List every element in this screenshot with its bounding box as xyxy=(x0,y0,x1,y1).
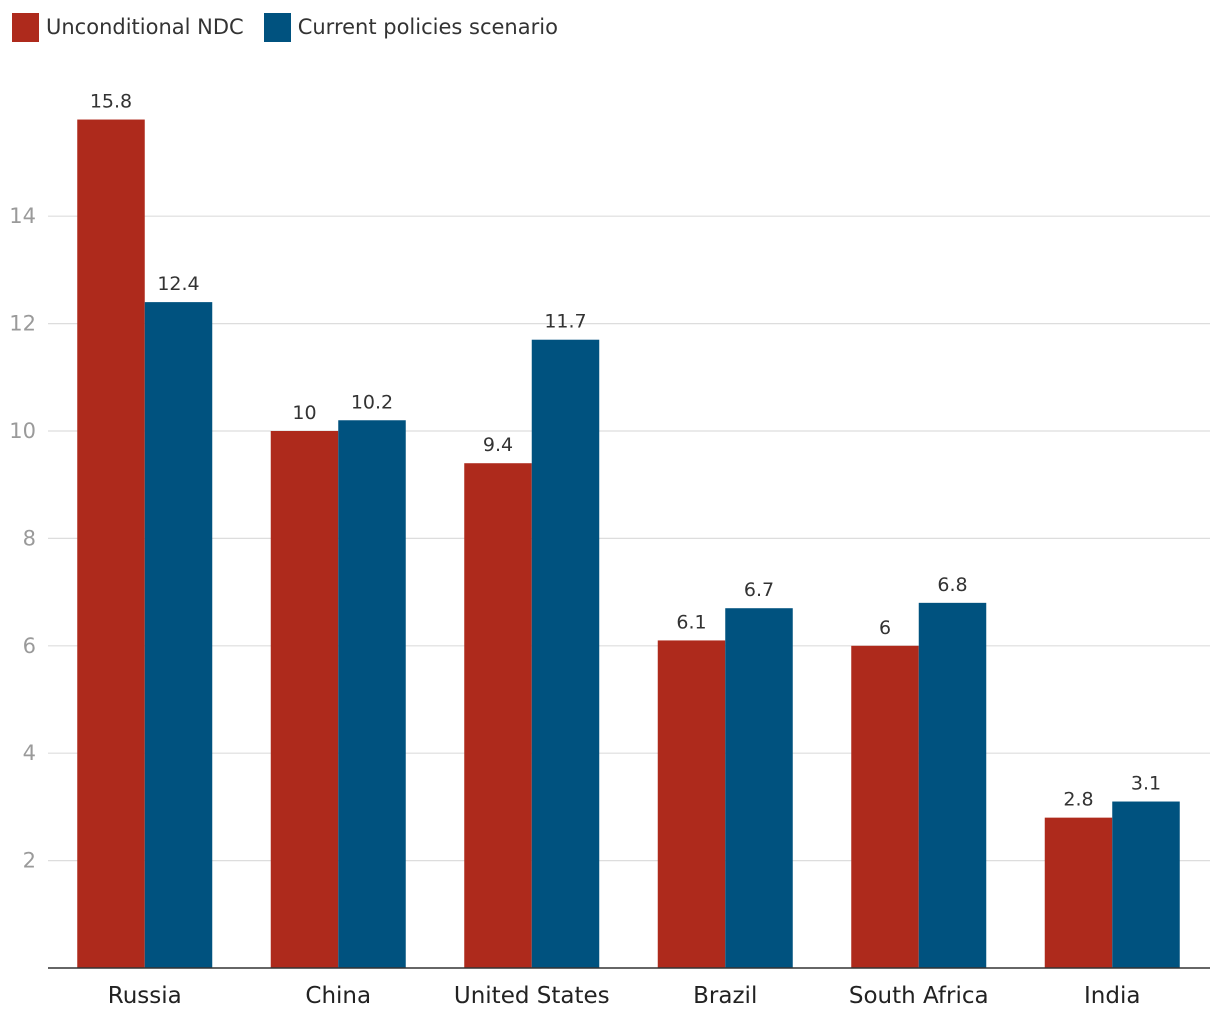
legend: Unconditional NDC Current policies scena… xyxy=(12,12,578,42)
legend-label-current-policies: Current policies scenario xyxy=(297,15,558,39)
gridlines xyxy=(48,215,1210,862)
bar-china-current-policies xyxy=(338,420,406,968)
bar-brazil-ndc xyxy=(657,640,726,968)
y-axis-ticks: 2 4 6 8 10 12 14 xyxy=(9,204,36,872)
y-tick-label-2: 2 xyxy=(23,849,36,873)
y-tick-label-12: 12 xyxy=(9,312,36,336)
bar-brazil-current-policies xyxy=(725,608,793,968)
data-label-south-africa-ndc: 6 xyxy=(879,617,891,639)
x-tick-label-russia: Russia xyxy=(108,983,182,1009)
x-axis: Russia China United States Brazil South Afri… xyxy=(48,967,1210,1009)
y-tick-label-8: 8 xyxy=(23,526,36,550)
legend-swatch-unconditional-ndc xyxy=(12,12,39,42)
data-label-united-states-current-policies: 11.7 xyxy=(544,311,586,333)
legend-swatch-current-policies xyxy=(263,12,291,42)
legend-item-current-policies[interactable]: Current policies scenario xyxy=(263,12,558,42)
y-tick-label-4: 4 xyxy=(23,741,36,765)
data-label-china-current-policies: 10.2 xyxy=(351,391,393,413)
x-tick-label-india: India xyxy=(1084,983,1140,1009)
bar-india-ndc xyxy=(1044,817,1113,968)
bar-russia-ndc xyxy=(77,119,145,969)
y-tick-label-6: 6 xyxy=(23,634,36,658)
bar-united-states-ndc xyxy=(464,463,532,968)
x-tick-label-united-states: United States xyxy=(454,983,610,1009)
y-tick-label-10: 10 xyxy=(9,419,36,443)
data-label-brazil-ndc: 6.1 xyxy=(676,611,706,633)
bar-south-africa-current-policies xyxy=(918,602,987,968)
x-tick-label-brazil: Brazil xyxy=(693,983,757,1009)
data-label-united-states-ndc: 9.4 xyxy=(483,434,513,456)
data-label-brazil-current-policies: 6.7 xyxy=(744,579,774,601)
bar-russia-current-policies xyxy=(144,302,213,968)
data-label-russia-current-policies: 12.4 xyxy=(157,273,199,295)
bar-india-current-policies xyxy=(1112,801,1180,968)
data-label-russia-ndc: 15.8 xyxy=(90,91,132,113)
bars xyxy=(77,119,1180,969)
y-tick-label-14: 14 xyxy=(9,204,36,228)
data-label-south-africa-current-policies: 6.8 xyxy=(937,574,967,596)
legend-label-unconditional-ndc: Unconditional NDC xyxy=(46,15,244,39)
bar-united-states-current-policies xyxy=(531,339,600,969)
x-tick-label-china: China xyxy=(305,983,371,1009)
data-labels: 15.8 12.4 10 10.2 9.4 11.7 6.1 6.7 6 6.8 2.8 3.1 xyxy=(90,91,1161,811)
legend-item-unconditional-ndc[interactable]: Unconditional NDC xyxy=(12,12,244,42)
bar-china-ndc xyxy=(270,431,339,968)
x-tick-label-south-africa: South Africa xyxy=(849,983,989,1009)
data-label-india-current-policies: 3.1 xyxy=(1131,773,1161,795)
bar-south-africa-ndc xyxy=(851,645,919,968)
data-label-india-ndc: 2.8 xyxy=(1063,789,1093,811)
data-label-china-ndc: 10 xyxy=(292,402,316,424)
